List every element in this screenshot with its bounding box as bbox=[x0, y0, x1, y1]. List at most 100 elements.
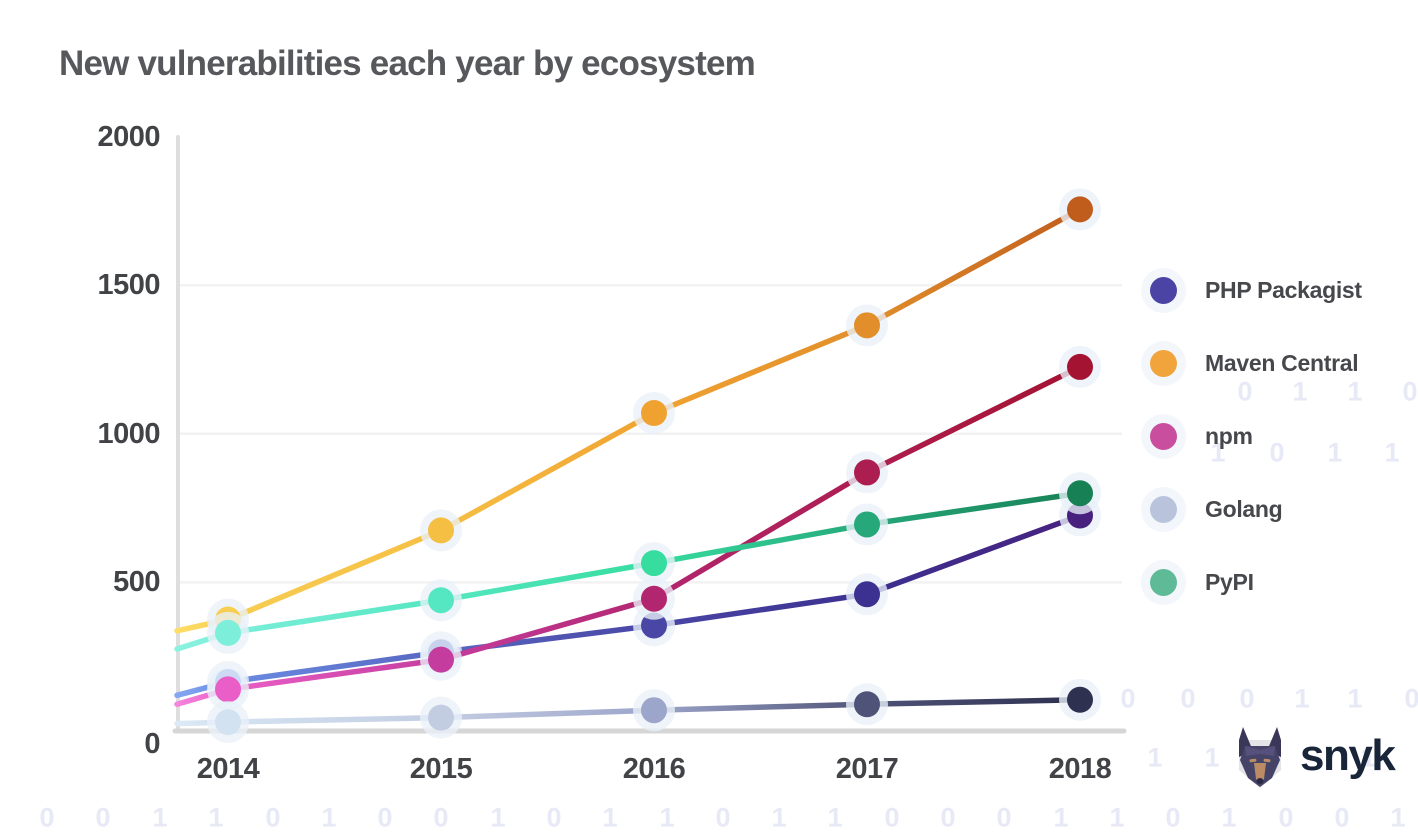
data-point-npm-2016 bbox=[641, 585, 667, 612]
binary-digit: 1 bbox=[1347, 376, 1363, 407]
data-point-golang-2015 bbox=[428, 704, 454, 731]
legend-swatch-halo bbox=[1141, 268, 1186, 313]
binary-digit: 0 bbox=[996, 802, 1012, 833]
binary-digit: 1 bbox=[771, 802, 787, 833]
data-point-pypi-2014 bbox=[215, 619, 241, 646]
data-point-golang-2018 bbox=[1067, 686, 1093, 713]
legend-label: Golang bbox=[1205, 496, 1283, 522]
maven-central-swatch-icon bbox=[1150, 350, 1177, 377]
data-point-maven-central-2018 bbox=[1067, 196, 1093, 223]
binary-digit: 0 bbox=[1120, 683, 1136, 714]
legend-label: PHP Packagist bbox=[1205, 277, 1362, 303]
binary-digit: 1 bbox=[152, 802, 168, 833]
binary-digit: 0 bbox=[95, 802, 111, 833]
binary-digit: 1 bbox=[659, 802, 675, 833]
binary-digit: 0 bbox=[1180, 683, 1196, 714]
binary-digit: 0 bbox=[546, 802, 562, 833]
chart-legend: PHP Packagist Maven Central npm Golang P… bbox=[1141, 254, 1362, 619]
x-tick-label: 2018 bbox=[1048, 753, 1112, 785]
binary-digit: 1 bbox=[1384, 437, 1400, 468]
php-packagist-swatch-icon bbox=[1150, 277, 1177, 304]
binary-digit: 1 bbox=[1347, 683, 1363, 714]
data-point-golang-2016 bbox=[641, 697, 667, 724]
binary-digit: 1 bbox=[602, 802, 618, 833]
binary-digit: 0 bbox=[1239, 683, 1255, 714]
data-point-php-packagist-2017 bbox=[854, 581, 880, 608]
data-point-maven-central-2015 bbox=[428, 517, 454, 544]
legend-label: PyPI bbox=[1205, 569, 1254, 595]
snyk-logo: snyk bbox=[1230, 726, 1396, 790]
data-point-npm-2018 bbox=[1067, 353, 1093, 380]
binary-digit: 0 bbox=[884, 802, 900, 833]
binary-digit: 0 bbox=[1278, 802, 1294, 833]
legend-item-pypi: PyPI bbox=[1141, 546, 1362, 619]
binary-digit: 1 bbox=[1390, 802, 1406, 833]
npm-swatch-icon bbox=[1150, 423, 1177, 450]
legend-item-golang: Golang bbox=[1141, 473, 1362, 546]
binary-digit: 0 bbox=[377, 802, 393, 833]
legend-swatch-halo bbox=[1141, 414, 1186, 459]
x-tick-label: 2015 bbox=[409, 753, 473, 785]
data-point-maven-central-2016 bbox=[641, 399, 667, 426]
data-point-npm-2015 bbox=[428, 646, 454, 673]
legend-label: Maven Central bbox=[1205, 350, 1359, 376]
binary-digit: 0 bbox=[1237, 376, 1253, 407]
binary-digit: 1 bbox=[1221, 802, 1237, 833]
binary-digit: 1 bbox=[1360, 742, 1376, 773]
binary-digit: 0 bbox=[433, 802, 449, 833]
y-tick-label: 0 bbox=[144, 728, 160, 760]
x-tick-label: 2017 bbox=[835, 753, 899, 785]
data-point-golang-2017 bbox=[854, 691, 880, 718]
binary-digit: 1 bbox=[1327, 437, 1343, 468]
y-tick-label: 1000 bbox=[97, 417, 160, 450]
binary-digit: 1 bbox=[1292, 376, 1308, 407]
golang-swatch-icon bbox=[1150, 496, 1177, 523]
legend-item-php-packagist: PHP Packagist bbox=[1141, 254, 1362, 327]
binary-digit: 1 bbox=[1053, 802, 1069, 833]
binary-digit: 1 bbox=[1210, 437, 1226, 468]
data-point-pypi-2018 bbox=[1067, 480, 1093, 507]
data-point-pypi-2015 bbox=[428, 587, 454, 614]
x-tick-label: 2014 bbox=[196, 753, 260, 785]
binary-digit: 0 bbox=[1402, 376, 1418, 407]
binary-digit: 0 bbox=[1165, 802, 1181, 833]
x-tick-label: 2016 bbox=[622, 753, 686, 785]
binary-digit: 1 bbox=[1147, 742, 1163, 773]
y-tick-label: 500 bbox=[113, 566, 160, 599]
data-point-pypi-2017 bbox=[854, 511, 880, 538]
binary-digit: 0 bbox=[940, 802, 956, 833]
binary-digit: 0 bbox=[265, 802, 281, 833]
legend-swatch-halo bbox=[1141, 341, 1186, 386]
binary-digit: 1 bbox=[490, 802, 506, 833]
binary-digit: 1 bbox=[321, 802, 337, 833]
binary-digit: 1 bbox=[1109, 802, 1125, 833]
binary-digit: 0 bbox=[39, 802, 55, 833]
data-point-npm-2017 bbox=[854, 459, 880, 486]
data-point-php-packagist-2016 bbox=[641, 612, 667, 639]
binary-digit: 1 bbox=[1204, 742, 1220, 773]
snyk-wordmark: snyk bbox=[1300, 731, 1396, 780]
legend-swatch-halo bbox=[1141, 560, 1186, 605]
snyk-dog-icon bbox=[1239, 727, 1281, 788]
binary-digit: 0 bbox=[1269, 437, 1285, 468]
legend-item-npm: npm bbox=[1141, 400, 1362, 473]
binary-digit: 0 bbox=[1334, 802, 1350, 833]
binary-digit: 1 bbox=[827, 802, 843, 833]
binary-digit: 1 bbox=[208, 802, 224, 833]
data-point-maven-central-2017 bbox=[854, 312, 880, 339]
binary-digit: 0 bbox=[1404, 683, 1418, 714]
binary-digit: 0 bbox=[715, 802, 731, 833]
legend-swatch-halo bbox=[1141, 487, 1186, 532]
data-point-npm-2014 bbox=[215, 676, 241, 703]
chart-title: New vulnerabilities each year by ecosyst… bbox=[59, 44, 756, 83]
legend-item-maven-central: Maven Central bbox=[1141, 327, 1362, 400]
y-tick-label: 2000 bbox=[97, 120, 160, 153]
pypi-swatch-icon bbox=[1150, 569, 1177, 596]
legend-label: npm bbox=[1205, 423, 1253, 449]
data-point-pypi-2016 bbox=[641, 550, 667, 577]
